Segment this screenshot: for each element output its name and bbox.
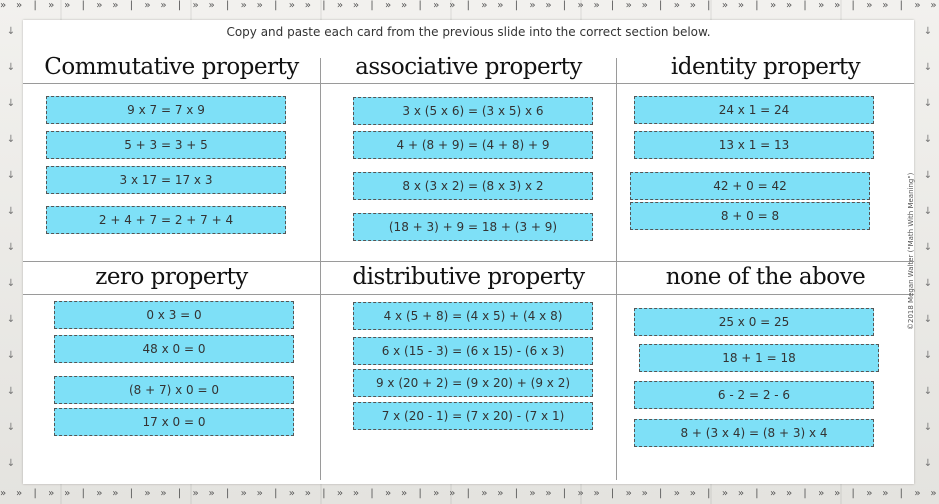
- card-none-1[interactable]: 25 x 0 = 25: [634, 308, 874, 336]
- card-identity-3[interactable]: 42 + 0 = 42: [630, 172, 870, 200]
- arrow-border-right: ↓ ↓ ↓ ↓ ↓ ↓ ↓ ↓ ↓ ↓ ↓ ↓ ↓ ↓: [923, 26, 933, 469]
- heading-none-of-the-above: none of the above: [665, 264, 866, 290]
- card-none-3[interactable]: 6 - 2 = 2 - 6: [634, 381, 874, 409]
- card-zero-1[interactable]: 0 x 3 = 0: [54, 301, 294, 329]
- instructions-text: Copy and paste each card from the previo…: [226, 25, 711, 39]
- divider-under-headings-bottom: [23, 294, 914, 295]
- copyright-credit: ©2018 Megan Walter ("Math With Meaning"): [907, 172, 915, 330]
- card-associative-3[interactable]: 8 x (3 x 2) = (8 x 3) x 2: [353, 172, 593, 200]
- arrow-border-bottom: » » | » » | » » | » » | » » | » » | » » …: [0, 488, 939, 499]
- heading-associative: associative property: [355, 54, 582, 80]
- card-commutative-3[interactable]: 3 x 17 = 17 x 3: [46, 166, 286, 194]
- heading-distributive: distributive property: [352, 264, 585, 290]
- divider-vertical-1: [320, 58, 321, 480]
- arrow-border-top: » » | » » | » » | » » | » » | » » | » » …: [0, 0, 939, 11]
- divider-under-headings-top: [23, 83, 914, 84]
- card-associative-4[interactable]: (18 + 3) + 9 = 18 + (3 + 9): [353, 213, 593, 241]
- card-identity-2[interactable]: 13 x 1 = 13: [634, 131, 874, 159]
- heading-commutative: Commutative property: [44, 54, 299, 80]
- card-none-2[interactable]: 18 + 1 = 18: [639, 344, 879, 372]
- card-distributive-2[interactable]: 6 x (15 - 3) = (6 x 15) - (6 x 3): [353, 337, 593, 365]
- card-identity-1[interactable]: 24 x 1 = 24: [634, 96, 874, 124]
- card-zero-4[interactable]: 17 x 0 = 0: [54, 408, 294, 436]
- card-distributive-3[interactable]: 9 x (20 + 2) = (9 x 20) + (9 x 2): [353, 369, 593, 397]
- card-commutative-1[interactable]: 9 x 7 = 7 x 9: [46, 96, 286, 124]
- card-zero-3[interactable]: (8 + 7) x 0 = 0: [54, 376, 294, 404]
- card-zero-2[interactable]: 48 x 0 = 0: [54, 335, 294, 363]
- heading-zero: zero property: [95, 264, 248, 290]
- worksheet: Copy and paste each card from the previo…: [23, 20, 914, 484]
- card-commutative-4[interactable]: 2 + 4 + 7 = 2 + 7 + 4: [46, 206, 286, 234]
- divider-vertical-2: [616, 58, 617, 480]
- card-none-4[interactable]: 8 + (3 x 4) = (8 + 3) x 4: [634, 419, 874, 447]
- divider-middle: [23, 261, 914, 262]
- card-commutative-2[interactable]: 5 + 3 = 3 + 5: [46, 131, 286, 159]
- card-associative-1[interactable]: 3 x (5 x 6) = (3 x 5) x 6: [353, 97, 593, 125]
- card-identity-4[interactable]: 8 + 0 = 8: [630, 202, 870, 230]
- card-distributive-4[interactable]: 7 x (20 - 1) = (7 x 20) - (7 x 1): [353, 402, 593, 430]
- arrow-border-left: ↓ ↓ ↓ ↓ ↓ ↓ ↓ ↓ ↓ ↓ ↓ ↓ ↓ ↓: [6, 26, 16, 469]
- card-distributive-1[interactable]: 4 x (5 + 8) = (4 x 5) + (4 x 8): [353, 302, 593, 330]
- heading-identity: identity property: [670, 54, 861, 80]
- card-associative-2[interactable]: 4 + (8 + 9) = (4 + 8) + 9: [353, 131, 593, 159]
